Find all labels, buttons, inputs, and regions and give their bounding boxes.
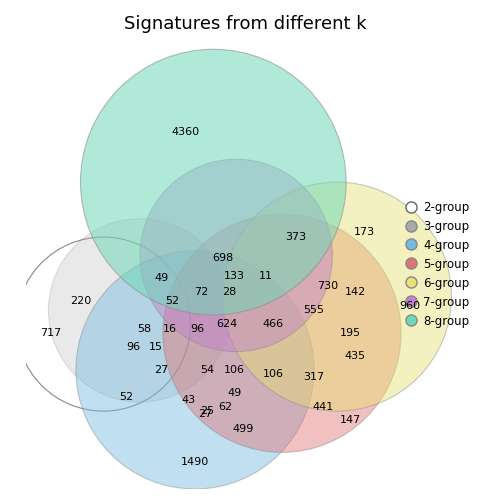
Text: 624: 624: [216, 319, 238, 329]
Text: 142: 142: [345, 287, 366, 297]
Text: 317: 317: [303, 372, 325, 382]
Text: 49: 49: [227, 388, 241, 398]
Text: 1490: 1490: [181, 457, 209, 467]
Text: 147: 147: [340, 415, 361, 425]
Text: 52: 52: [165, 296, 179, 306]
Text: 72: 72: [194, 287, 209, 297]
Text: 466: 466: [262, 319, 283, 329]
Legend: 2-group, 3-group, 4-group, 5-group, 6-group, 7-group, 8-group: 2-group, 3-group, 4-group, 5-group, 6-gr…: [401, 197, 474, 333]
Circle shape: [16, 237, 191, 411]
Text: 960: 960: [400, 301, 421, 311]
Circle shape: [140, 159, 333, 352]
Text: 698: 698: [212, 253, 233, 263]
Circle shape: [222, 182, 452, 411]
Text: 4360: 4360: [172, 127, 200, 137]
Text: 28: 28: [222, 287, 236, 297]
Text: 16: 16: [163, 324, 177, 334]
Circle shape: [76, 251, 314, 489]
Text: 96: 96: [127, 342, 141, 352]
Text: 25: 25: [200, 406, 214, 416]
Text: 96: 96: [191, 324, 205, 334]
Text: 499: 499: [233, 424, 254, 434]
Circle shape: [81, 49, 346, 315]
Text: 27: 27: [198, 409, 212, 419]
Text: 49: 49: [154, 273, 168, 283]
Text: 15: 15: [149, 342, 163, 352]
Text: 555: 555: [303, 305, 325, 316]
Text: 133: 133: [224, 272, 245, 281]
Text: 58: 58: [138, 324, 152, 334]
Title: Signatures from different k: Signatures from different k: [124, 15, 367, 33]
Text: 106: 106: [224, 365, 245, 375]
Text: 52: 52: [119, 393, 134, 402]
Text: 11: 11: [259, 272, 273, 281]
Text: 220: 220: [70, 296, 91, 306]
Text: 435: 435: [345, 351, 366, 361]
Circle shape: [163, 214, 401, 453]
Circle shape: [48, 219, 232, 402]
Text: 195: 195: [340, 328, 361, 338]
Text: 54: 54: [200, 365, 214, 375]
Text: 173: 173: [354, 227, 375, 237]
Text: 730: 730: [317, 281, 338, 291]
Text: 717: 717: [40, 328, 62, 338]
Text: 106: 106: [263, 369, 283, 380]
Text: 62: 62: [218, 402, 232, 412]
Text: 373: 373: [285, 232, 306, 242]
Text: 43: 43: [181, 395, 196, 405]
Text: 27: 27: [154, 365, 168, 375]
Text: 441: 441: [312, 402, 334, 412]
